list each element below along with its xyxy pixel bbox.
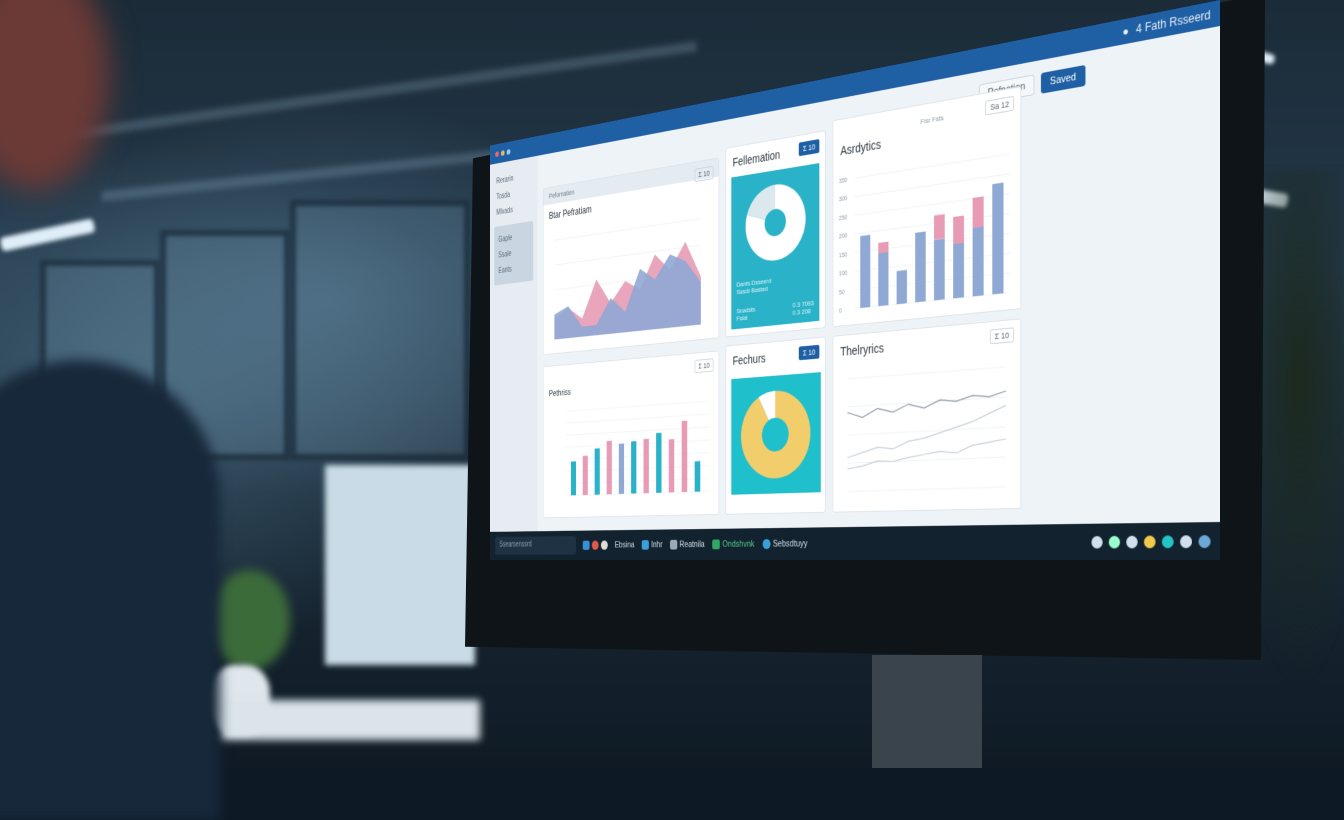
bar bbox=[897, 270, 907, 304]
bar bbox=[695, 461, 701, 492]
area-chart-panel: Pefornatien Btar Pefratiam Σ 10 bbox=[543, 157, 719, 355]
monitor-screen: ●4 Fath Rsseerd Pefpation Saved Rerarin … bbox=[490, 0, 1220, 560]
y-tick-label: 350 bbox=[839, 177, 847, 185]
gridline bbox=[855, 193, 1010, 215]
gridline bbox=[855, 293, 1010, 309]
taskbar-app[interactable]: Sebsdtuyy bbox=[762, 539, 807, 549]
app-label: Sebsdtuyy bbox=[773, 539, 808, 549]
bar bbox=[656, 433, 661, 493]
panel-title: Fechurs bbox=[733, 351, 766, 367]
gridline bbox=[855, 233, 1010, 253]
panel-menu-button[interactable]: Σ 10 bbox=[799, 345, 820, 360]
stacked-bar-chart: 0 50 100 150 200 250 300 350 bbox=[833, 87, 1022, 328]
bar bbox=[934, 238, 945, 300]
donut-panel: Fechurs Σ 10 bbox=[726, 337, 826, 515]
donut-slice bbox=[746, 180, 806, 264]
app-label: Ebsina bbox=[615, 540, 635, 550]
bar bbox=[607, 441, 612, 495]
app-label: Ondshvnk bbox=[722, 539, 754, 549]
bar bbox=[915, 231, 926, 302]
panel-title: Fellemation bbox=[733, 148, 781, 169]
bar bbox=[953, 216, 964, 245]
window-controls[interactable] bbox=[495, 146, 512, 160]
gridline bbox=[565, 440, 710, 448]
line-chart-panel: Thelryrics Σ 10 bbox=[833, 318, 1022, 512]
bar bbox=[878, 252, 888, 306]
bar bbox=[973, 196, 984, 228]
y-tick-label: 0 bbox=[839, 308, 842, 315]
gridline bbox=[565, 401, 710, 411]
bar bbox=[619, 444, 624, 494]
taskbar-app[interactable]: Inhr bbox=[642, 540, 663, 550]
taskbar-search[interactable]: Ssearsenssrd bbox=[495, 536, 576, 555]
save-button[interactable]: Saved bbox=[1041, 65, 1086, 94]
gridline bbox=[554, 218, 700, 240]
gridline bbox=[855, 273, 1010, 290]
line-chart bbox=[833, 319, 1022, 513]
system-tray bbox=[1091, 535, 1210, 548]
bar bbox=[878, 242, 888, 254]
sidebar-group: Gaple Ssale Eants bbox=[494, 221, 533, 286]
gridline bbox=[855, 253, 1010, 271]
taskbar-app[interactable]: Ebsina bbox=[615, 540, 635, 550]
gridline bbox=[847, 487, 1006, 491]
gridline bbox=[847, 397, 1006, 407]
gridline bbox=[855, 213, 1010, 234]
gridline bbox=[565, 414, 710, 423]
gridline bbox=[847, 457, 1006, 463]
area-chart bbox=[543, 158, 719, 356]
panel-menu-button[interactable]: Σ 10 bbox=[799, 139, 820, 156]
bar bbox=[860, 235, 870, 308]
user-icon[interactable]: ● bbox=[1122, 24, 1128, 39]
bar bbox=[992, 183, 1003, 295]
taskbar-app[interactable]: Reatnila bbox=[670, 540, 705, 550]
bar bbox=[934, 214, 945, 240]
app-label: Inhr bbox=[651, 540, 662, 550]
line-series bbox=[847, 391, 1006, 418]
taskbar: Ssearsenssrd Ebsina Inhr Reatnila Ondshv… bbox=[490, 522, 1220, 560]
bar bbox=[644, 439, 649, 493]
line-series bbox=[847, 405, 1006, 457]
y-tick-label: 250 bbox=[839, 215, 847, 222]
y-tick-label: 50 bbox=[839, 289, 845, 296]
bar-chart bbox=[543, 351, 719, 519]
footer-label: Fsial bbox=[736, 313, 755, 322]
sidebar: Rerarin Tosda Mlvads Gaple Ssale Eants bbox=[490, 156, 537, 532]
donut-chart bbox=[731, 163, 820, 277]
donut-chart bbox=[731, 372, 820, 495]
gridline bbox=[565, 427, 710, 435]
bar bbox=[973, 227, 984, 297]
line-series bbox=[847, 439, 1006, 469]
y-tick-label: 150 bbox=[839, 252, 847, 259]
y-tick-label: 100 bbox=[839, 270, 847, 277]
gridline bbox=[855, 154, 1010, 178]
bar bbox=[583, 456, 588, 495]
bar bbox=[953, 243, 964, 299]
bar bbox=[571, 461, 576, 495]
gridline bbox=[847, 427, 1006, 435]
taskbar-app[interactable] bbox=[583, 540, 608, 550]
bar bbox=[682, 421, 688, 492]
window-title: 4 Fath Rsseerd bbox=[1136, 8, 1211, 36]
y-tick-label: 200 bbox=[839, 233, 847, 240]
bar-chart-panel: Pethriss Σ 10 bbox=[543, 350, 719, 518]
sidebar-item[interactable]: Eants bbox=[496, 259, 531, 280]
gridline bbox=[855, 174, 1010, 197]
taskbar-app[interactable]: Ondshvnk bbox=[712, 539, 754, 549]
bar bbox=[669, 439, 674, 492]
y-tick-label: 300 bbox=[839, 196, 847, 203]
footer-value: 0.3 208 bbox=[793, 307, 814, 317]
gridline bbox=[847, 367, 1006, 379]
bar bbox=[631, 441, 636, 493]
bar bbox=[595, 448, 600, 494]
app-label: Reatnila bbox=[680, 540, 705, 550]
donut-slice bbox=[741, 388, 810, 479]
